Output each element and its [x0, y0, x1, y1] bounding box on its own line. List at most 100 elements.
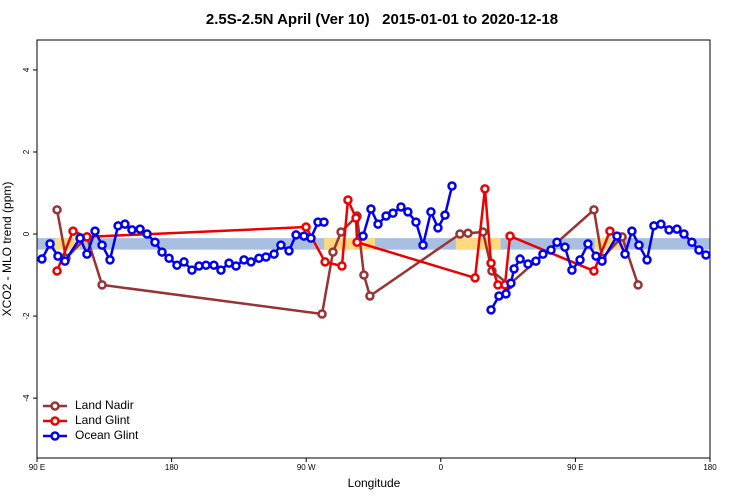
data-point — [620, 249, 630, 259]
data-point — [388, 208, 398, 218]
legend-marker — [50, 416, 60, 426]
data-point — [463, 228, 473, 238]
data-point — [575, 255, 585, 265]
highlight — [324, 238, 375, 250]
x-tick-label: 90 W — [297, 463, 316, 472]
data-point — [284, 246, 294, 256]
data-point — [261, 252, 271, 262]
data-point — [105, 255, 115, 265]
data-point — [506, 278, 516, 289]
data-point — [440, 210, 450, 220]
data-point — [546, 245, 556, 255]
data-point — [583, 239, 593, 249]
data-point — [187, 265, 197, 275]
y-tick-label: -2 — [22, 312, 31, 320]
data-point — [157, 247, 167, 257]
data-point — [52, 205, 62, 215]
data-point — [201, 260, 211, 270]
data-point — [359, 270, 369, 280]
data-point — [343, 195, 353, 205]
series-line — [55, 207, 640, 316]
data-point — [336, 227, 346, 237]
data-point — [320, 257, 330, 267]
data-point — [352, 237, 362, 247]
data-point — [291, 230, 301, 240]
data-point — [501, 289, 511, 299]
y-tick-label: -4 — [22, 394, 31, 402]
data-point — [82, 249, 92, 259]
data-point — [612, 231, 622, 241]
data-point — [53, 251, 63, 261]
data-point — [633, 280, 643, 290]
data-point — [60, 256, 70, 266]
data-point — [403, 207, 413, 217]
data-point — [150, 237, 160, 247]
data-point — [426, 207, 436, 217]
y-tick-label: 0 — [22, 231, 31, 236]
data-point — [701, 250, 711, 260]
data-point — [319, 217, 329, 227]
data-point — [164, 253, 174, 263]
data-point — [538, 249, 548, 259]
data-point — [396, 202, 406, 212]
data-point — [216, 265, 226, 275]
data-point — [509, 264, 519, 274]
data-point — [127, 225, 137, 235]
data-point — [687, 237, 697, 247]
data-point — [120, 219, 130, 229]
data-point — [486, 258, 496, 268]
data-point — [672, 224, 682, 234]
highlight — [594, 238, 625, 250]
data-point — [567, 265, 577, 275]
data-point — [90, 226, 100, 236]
data-point — [269, 249, 279, 259]
data-point — [68, 226, 78, 236]
data-point — [179, 257, 189, 267]
y-tick-label: 2 — [22, 149, 31, 154]
data-point — [358, 231, 368, 241]
data-point — [589, 205, 599, 215]
data-point — [317, 309, 327, 319]
data-point — [634, 240, 644, 250]
data-point — [694, 245, 704, 255]
data-point — [366, 204, 376, 214]
data-point — [560, 242, 570, 252]
data-point — [135, 224, 145, 234]
data-point — [351, 213, 361, 223]
data-point — [531, 256, 541, 266]
data-point — [515, 254, 525, 264]
x-tick-label: 180 — [165, 463, 179, 472]
data-point — [656, 219, 666, 229]
x-axis-label: Longitude — [348, 476, 401, 490]
data-point — [37, 254, 47, 264]
data-point — [301, 222, 311, 232]
legend-marker — [50, 431, 60, 441]
x-tick-label: 90 E — [567, 463, 583, 472]
data-point — [75, 233, 85, 243]
data-point — [209, 260, 219, 270]
data-point — [231, 261, 241, 271]
chart-title: 2.5S-2.5N April (Ver 10) 2015-01-01 to 2… — [206, 11, 558, 28]
data-point — [552, 237, 562, 247]
plot-frame — [36, 39, 711, 459]
legend-label: Land Nadir — [75, 398, 134, 412]
data-point — [365, 291, 375, 301]
data-point — [447, 181, 457, 191]
data-point — [142, 229, 152, 239]
data-point — [97, 240, 107, 250]
y-axis-label: XCO2 - MLO trend (ppm) — [0, 182, 14, 317]
data-point — [455, 229, 465, 239]
data-point — [486, 305, 496, 315]
data-point — [480, 184, 490, 194]
data-point — [328, 247, 338, 257]
data-point — [373, 219, 383, 229]
y-tick-label: 4 — [22, 67, 31, 72]
x-tick-label: 90 E — [29, 463, 45, 472]
x-tick-label: 0 — [439, 463, 444, 472]
data-point — [306, 233, 316, 243]
data-point — [411, 217, 421, 227]
legend-marker — [50, 401, 60, 411]
data-point — [418, 240, 428, 250]
data-point — [523, 259, 533, 269]
